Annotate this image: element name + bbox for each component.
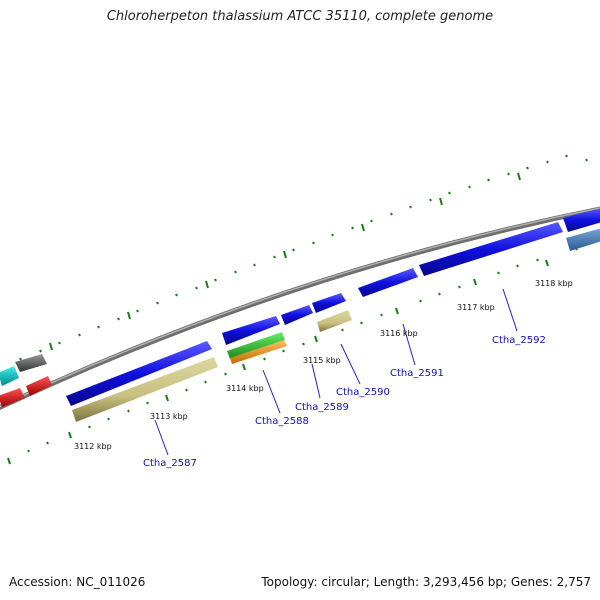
accession-text: Accession: NC_011026 bbox=[9, 575, 146, 589]
gene-label-ctha-2592[interactable]: Ctha_2592 bbox=[492, 335, 546, 346]
cds-arrow-next[interactable] bbox=[563, 208, 600, 232]
kbp-label-3112: 3112 kbp bbox=[74, 442, 112, 451]
cds-arrow-ctha-2587[interactable] bbox=[66, 341, 212, 406]
gene-label-ctha-2588[interactable]: Ctha_2588 bbox=[255, 416, 309, 427]
gene-label-ctha-2587[interactable]: Ctha_2587 bbox=[143, 458, 197, 469]
kbp-label-3118: 3118 kbp bbox=[535, 279, 573, 288]
khaki-feature-ctha-2587[interactable] bbox=[72, 357, 218, 422]
reverse-strand-features bbox=[0, 228, 600, 422]
genome-backbone bbox=[0, 206, 600, 411]
cds-arrow-ctha-2588[interactable] bbox=[222, 316, 280, 345]
orange-feature-ctha-2588[interactable] bbox=[230, 340, 287, 364]
cds-arrow-ctha-2590[interactable] bbox=[312, 293, 346, 313]
left-gray-feature[interactable] bbox=[15, 354, 47, 372]
kbp-label-3117: 3117 kbp bbox=[457, 303, 495, 312]
cds-arrow-ctha-2589[interactable] bbox=[281, 305, 313, 325]
genome-summary-text: Topology: circular; Length: 3,293,456 bp… bbox=[261, 575, 591, 589]
steelblue-feature[interactable] bbox=[566, 228, 600, 251]
left-cyan-feature[interactable] bbox=[0, 366, 19, 386]
cds-arrow-ctha-2592[interactable] bbox=[419, 222, 563, 276]
kbp-label-3115: 3115 kbp bbox=[303, 356, 341, 365]
gene-labels: Ctha_2587 Ctha_2588 Ctha_2589 Ctha_2590 … bbox=[143, 335, 546, 469]
khaki-feature-ctha-2590[interactable] bbox=[317, 310, 352, 332]
forward-strand-features bbox=[0, 208, 600, 406]
gene-label-ctha-2591[interactable]: Ctha_2591 bbox=[390, 368, 444, 379]
inner-tick-row bbox=[7, 247, 578, 465]
left-red-feature-1[interactable] bbox=[0, 388, 25, 407]
gene-label-ctha-2589[interactable]: Ctha_2589 bbox=[295, 402, 349, 413]
kbp-labels: 3112 kbp 3113 kbp 3114 kbp 3115 kbp 3116… bbox=[74, 279, 573, 451]
gene-label-ctha-2590[interactable]: Ctha_2590 bbox=[336, 387, 390, 398]
gene-callout-lines bbox=[154, 288, 518, 456]
kbp-label-3116: 3116 kbp bbox=[380, 329, 418, 338]
kbp-label-3114: 3114 kbp bbox=[226, 384, 264, 393]
outer-tick-row bbox=[19, 154, 588, 361]
kbp-label-3113: 3113 kbp bbox=[150, 412, 188, 421]
left-red-feature-2[interactable] bbox=[26, 376, 52, 396]
map-title: Chloroherpeton thalassium ATCC 35110, co… bbox=[106, 9, 494, 24]
cds-arrow-ctha-2591[interactable] bbox=[358, 268, 418, 297]
green-feature-ctha-2588[interactable] bbox=[227, 332, 285, 359]
